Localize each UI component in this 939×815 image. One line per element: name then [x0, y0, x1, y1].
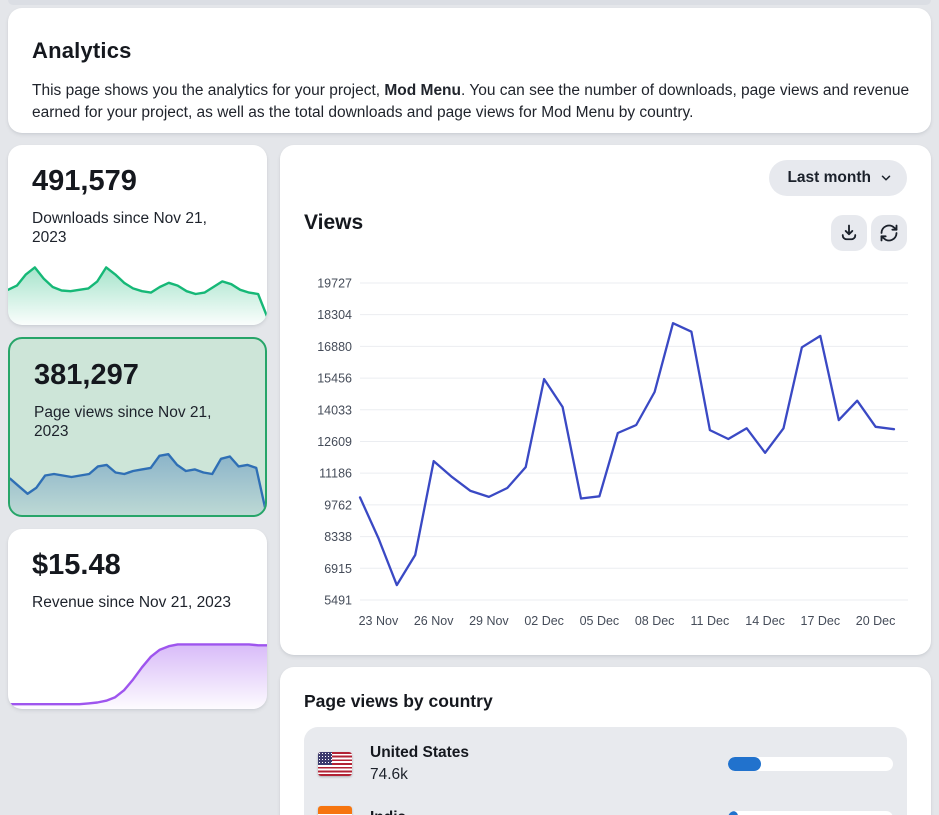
svg-text:19727: 19727: [317, 277, 352, 291]
svg-text:11186: 11186: [319, 467, 352, 481]
svg-text:14033: 14033: [317, 403, 352, 417]
svg-text:14 Dec: 14 Dec: [745, 614, 785, 628]
views-chart-title: Views: [304, 211, 364, 234]
description-pre: This page shows you the analytics for yo…: [32, 82, 385, 99]
svg-text:20 Dec: 20 Dec: [856, 614, 896, 628]
stat-card-pageviews[interactable]: 381,297 Page views since Nov 21, 2023: [8, 337, 267, 517]
country-pageviews-value: 74.6k: [370, 766, 408, 783]
download-chart-button[interactable]: [831, 215, 867, 251]
svg-text:8338: 8338: [324, 530, 352, 544]
page-title: Analytics: [32, 38, 132, 63]
project-name: Mod Menu: [384, 82, 461, 99]
revenue-value: $15.48: [32, 549, 121, 581]
svg-text:02 Dec: 02 Dec: [524, 614, 564, 628]
svg-text:11 Dec: 11 Dec: [691, 614, 730, 628]
svg-text:26 Nov: 26 Nov: [414, 614, 454, 628]
svg-text:08 Dec: 08 Dec: [635, 614, 675, 628]
stat-card-downloads[interactable]: 491,579 Downloads since Nov 21, 2023: [8, 145, 267, 325]
india-flag-icon: [318, 806, 352, 815]
svg-text:9762: 9762: [324, 498, 352, 512]
svg-text:12609: 12609: [317, 435, 352, 449]
stat-card-revenue[interactable]: $15.48 Revenue since Nov 21, 2023: [8, 529, 267, 709]
date-range-label: Last month: [787, 169, 871, 186]
svg-text:17 Dec: 17 Dec: [801, 614, 841, 628]
revenue-label: Revenue since Nov 21, 2023: [32, 594, 232, 611]
revenue-sparkline: [8, 643, 267, 709]
downloads-sparkline: [8, 266, 267, 325]
country-row-india: India: [318, 791, 893, 815]
svg-text:18304: 18304: [317, 308, 352, 322]
header-card: Analytics This page shows you the analyt…: [8, 8, 931, 133]
pageviews-sparkline: [10, 453, 265, 515]
svg-text:15456: 15456: [317, 372, 352, 386]
country-panel: Page views by country United States 74.6…: [280, 667, 931, 815]
views-line-chart: 19727 18304 16880 15456 14033 12609 11186 9762 8…: [317, 277, 908, 628]
pageviews-value: 381,297: [34, 359, 139, 391]
country-name: India: [370, 807, 406, 815]
refresh-chart-button[interactable]: [871, 215, 907, 251]
page-description: This page shows you the analytics for yo…: [32, 80, 916, 124]
downloads-label: Downloads since Nov 21, 2023: [32, 210, 207, 247]
country-progress-fill: [728, 757, 761, 771]
svg-text:23 Nov: 23 Nov: [359, 614, 399, 628]
views-panel: Last month Views 19727 18304 16880 15456 140…: [280, 145, 931, 655]
country-list: United States 74.6k India: [304, 727, 907, 815]
chevron-down-icon: [879, 171, 893, 185]
svg-text:6915: 6915: [324, 562, 352, 576]
svg-text:29 Nov: 29 Nov: [469, 614, 509, 628]
country-progress-track: [728, 757, 893, 771]
description-post: . You can see the number of downloads, p…: [32, 82, 910, 121]
scrolled-card-edge: [8, 0, 931, 5]
pageviews-label: Page views since Nov 21, 2023: [34, 404, 212, 441]
us-flag-icon: [318, 752, 352, 776]
svg-text:5491: 5491: [324, 594, 352, 608]
date-range-dropdown[interactable]: Last month: [769, 160, 907, 196]
svg-text:16880: 16880: [317, 340, 352, 354]
country-progress-track: [728, 811, 893, 815]
downloads-value: 491,579: [32, 165, 137, 197]
download-icon: [839, 223, 859, 243]
svg-text:05 Dec: 05 Dec: [580, 614, 620, 628]
country-name: United States: [370, 744, 470, 762]
country-panel-title: Page views by country: [304, 691, 493, 711]
country-progress-fill: [728, 811, 738, 815]
refresh-icon: [879, 223, 899, 243]
country-row-united-states: United States 74.6k: [318, 737, 893, 791]
